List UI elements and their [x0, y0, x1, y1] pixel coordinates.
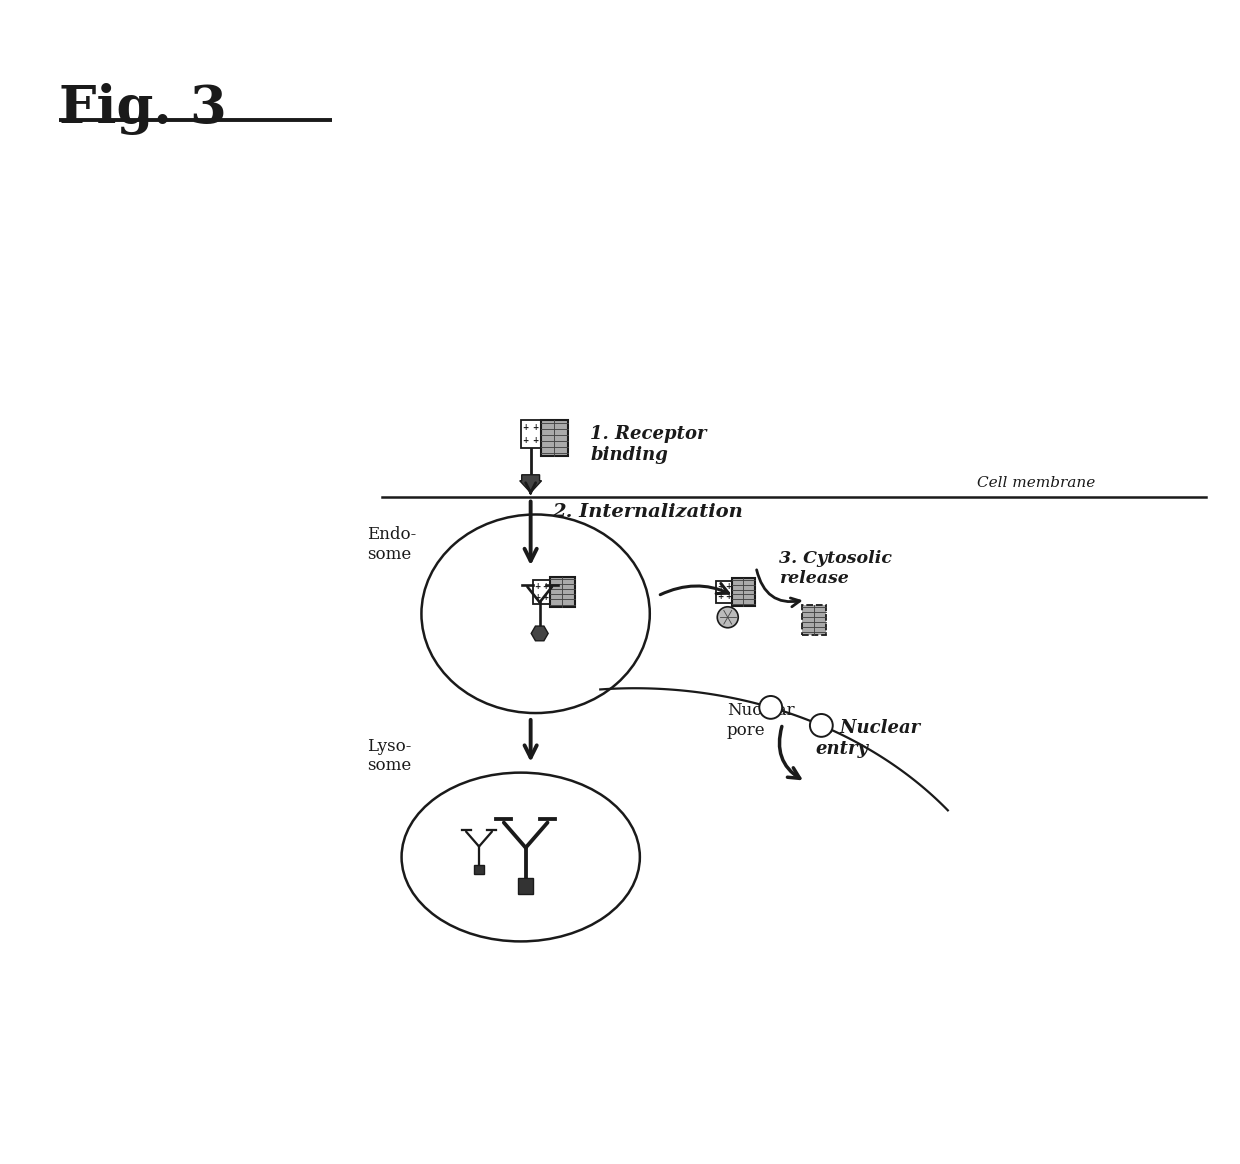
Bar: [518, 879, 533, 894]
Text: Endo-
some: Endo- some: [367, 526, 417, 563]
Text: 4. Nuclear
entry: 4. Nuclear entry: [816, 719, 920, 758]
Text: Cell membrane: Cell membrane: [977, 476, 1096, 490]
Circle shape: [759, 696, 782, 719]
Text: +: +: [717, 582, 723, 591]
Text: Nuclear
pore: Nuclear pore: [727, 702, 795, 739]
Text: Fig. 3: Fig. 3: [60, 83, 227, 135]
Text: +: +: [725, 582, 732, 591]
Bar: [717, 581, 732, 603]
Text: +: +: [534, 582, 541, 591]
Text: +: +: [717, 592, 723, 602]
FancyArrow shape: [520, 475, 542, 492]
Bar: [551, 577, 574, 606]
Bar: [533, 580, 551, 604]
Text: +: +: [532, 424, 538, 433]
Text: 2. Internalization: 2. Internalization: [553, 503, 743, 520]
Bar: [521, 420, 541, 448]
Text: +: +: [534, 592, 541, 602]
Text: +: +: [522, 424, 528, 433]
Text: 1. Receptor
binding: 1. Receptor binding: [590, 425, 707, 464]
Circle shape: [717, 606, 738, 627]
Text: +: +: [725, 592, 732, 602]
Text: Lyso-
some: Lyso- some: [367, 738, 412, 774]
Text: +: +: [522, 435, 528, 445]
Text: +: +: [532, 435, 538, 445]
Bar: [541, 420, 568, 456]
Ellipse shape: [402, 773, 640, 942]
Ellipse shape: [422, 514, 650, 714]
Circle shape: [810, 714, 833, 737]
Bar: [475, 865, 484, 874]
Bar: [802, 605, 826, 634]
Text: +: +: [543, 592, 549, 602]
Bar: [732, 579, 755, 606]
Text: 3. Cytosolic
release: 3. Cytosolic release: [779, 551, 892, 587]
Text: +: +: [543, 582, 549, 591]
